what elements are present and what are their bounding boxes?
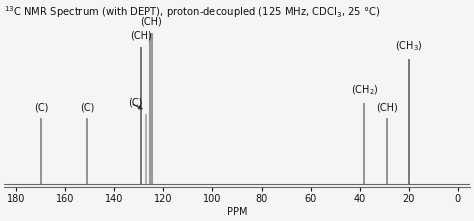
Text: (C): (C) xyxy=(80,102,95,112)
X-axis label: PPM: PPM xyxy=(227,207,247,217)
Text: (C): (C) xyxy=(128,98,142,108)
Text: $^{13}$C NMR Spectrum (with DEPT), proton-decoupled (125 MHz, CDCl$_3$, 25 °C): $^{13}$C NMR Spectrum (with DEPT), proto… xyxy=(4,4,381,20)
Text: (CH): (CH) xyxy=(140,16,162,26)
Text: (CH$_2$): (CH$_2$) xyxy=(351,83,378,97)
Text: (C): (C) xyxy=(34,102,48,112)
Text: (CH): (CH) xyxy=(130,30,152,40)
Text: (CH): (CH) xyxy=(375,102,397,112)
Text: (CH$_3$): (CH$_3$) xyxy=(395,39,422,53)
